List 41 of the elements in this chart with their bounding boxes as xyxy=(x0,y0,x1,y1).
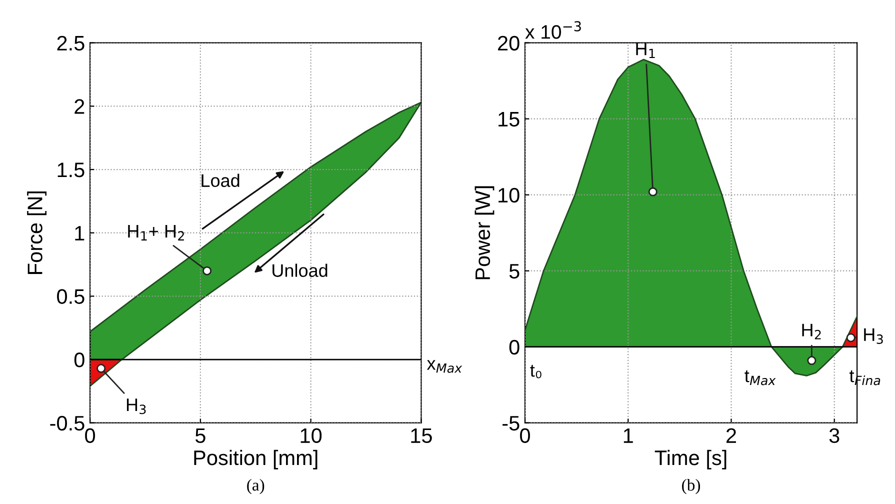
annotation: t$_{Max}$ xyxy=(744,370,776,386)
point xyxy=(846,333,856,342)
x-tick-label: 1 xyxy=(624,428,633,443)
annotation: Load xyxy=(202,174,240,188)
annotation: H$_{3}$ xyxy=(126,398,146,414)
x-axis-title: Time [s] xyxy=(654,450,726,470)
y-tick-label: 0 xyxy=(74,352,84,368)
y-tick-label: -5 xyxy=(502,416,520,431)
y-tick-label: -0.5 xyxy=(50,416,84,431)
x-tick-label: 10 xyxy=(300,428,322,444)
y-tick-label: 2.5 xyxy=(57,36,84,51)
y-tick-label: 0 xyxy=(509,340,520,355)
point xyxy=(807,356,816,366)
x-tick-label: 0 xyxy=(85,428,96,444)
text: (b) xyxy=(682,478,700,494)
x-axis-title: Position [mm] xyxy=(194,450,318,470)
text: (a) xyxy=(247,478,264,494)
y-tick-label: 1.5 xyxy=(58,162,84,178)
y-tick-label: 1 xyxy=(75,226,84,240)
x-tick-label: 5 xyxy=(195,428,206,444)
y-tick-label: 0.5 xyxy=(57,289,84,304)
annotation: Unload xyxy=(272,264,328,277)
x-tick-label: 0 xyxy=(520,428,530,444)
y-tick-label: 2 xyxy=(74,99,84,114)
annotation: H$_{1}$+ H$_{2}$ xyxy=(128,225,184,240)
point xyxy=(648,187,658,196)
x-tick-label: 2 xyxy=(726,428,736,443)
y-tick-label: 5 xyxy=(509,264,520,279)
x-tick-label: 3 xyxy=(829,428,840,444)
y-tick-label: 20 xyxy=(498,36,520,51)
y-tick-label: 10 xyxy=(498,188,520,203)
y-axis-title: Force [N] xyxy=(27,192,47,274)
y-tick-label: 15 xyxy=(498,112,520,127)
annotation: H$_{2}$ xyxy=(802,324,821,340)
annotation: t₀ xyxy=(530,364,542,378)
annotation: H$_{1}$ xyxy=(636,42,655,58)
x-tick-label: 15 xyxy=(411,428,432,444)
text: x 10$^{−3}$ xyxy=(525,21,581,39)
y-axis-title: Power [W] xyxy=(474,186,494,280)
ref-line-label: x$_{Max}$ xyxy=(426,360,462,373)
annotation: H$_{3}$ xyxy=(864,328,883,344)
